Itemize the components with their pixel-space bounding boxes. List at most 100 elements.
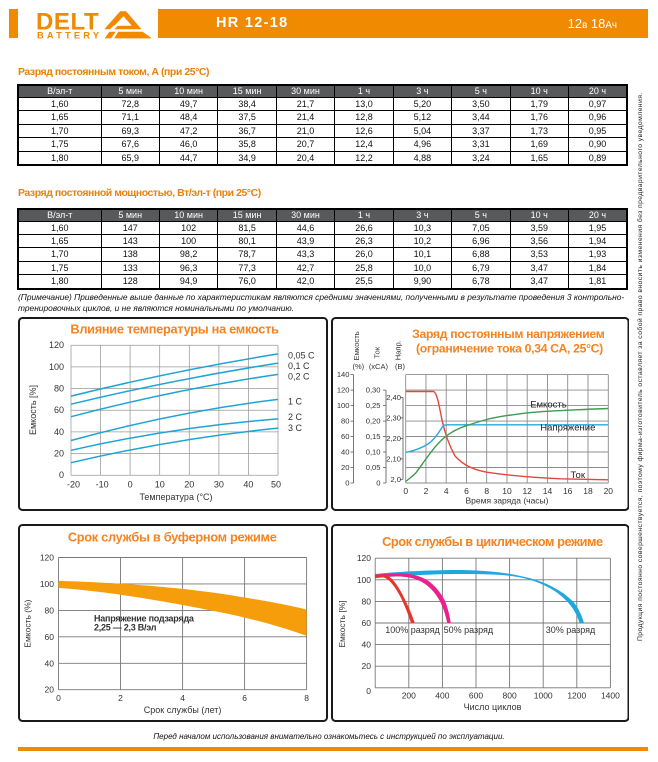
svg-text:40: 40 [54,427,64,437]
svg-text:120: 120 [40,553,54,563]
svg-text:2,0: 2,0 [390,475,401,484]
svg-text:6: 6 [464,486,469,496]
svg-text:Напряжение подзаряда: Напряжение подзаряда [94,613,195,623]
svg-text:100% разряд: 100% разряд [385,625,440,635]
svg-text:18: 18 [583,486,593,496]
svg-text:400: 400 [435,691,449,701]
svg-text:60: 60 [54,405,64,415]
svg-text:-10: -10 [96,480,109,490]
svg-text:Емкость (%): Емкость (%) [23,599,33,647]
svg-text:60: 60 [361,618,371,628]
svg-text:(В): (В) [395,362,406,371]
svg-text:4: 4 [443,486,448,496]
svg-text:0,30: 0,30 [365,386,380,395]
svg-text:2,10: 2,10 [386,455,401,464]
svg-text:140: 140 [336,370,349,379]
svg-text:0: 0 [59,470,64,480]
svg-text:4: 4 [180,693,185,703]
svg-text:2,40: 2,40 [386,393,401,402]
svg-text:60: 60 [341,432,349,441]
svg-text:0,25: 0,25 [365,401,380,410]
svg-text:50: 50 [271,480,281,490]
svg-text:120: 120 [49,340,64,350]
svg-text:800: 800 [502,691,516,701]
svg-text:16: 16 [562,486,572,496]
svg-text:120: 120 [336,386,349,395]
svg-text:0: 0 [56,693,61,703]
svg-text:BATTERY: BATTERY [37,30,102,40]
svg-text:20: 20 [603,486,613,496]
svg-text:0: 0 [345,479,349,488]
svg-text:Температура (°C): Температура (°C) [139,492,212,502]
svg-text:Напр.: Напр. [393,340,402,360]
svg-text:6: 6 [242,693,247,703]
svg-text:Влияние температуры на емкость: Влияние температуры на емкость [70,322,279,337]
svg-text:0: 0 [366,686,371,696]
svg-text:0: 0 [376,479,380,488]
svg-text:80: 80 [45,605,55,615]
svg-text:8: 8 [484,486,489,496]
svg-text:60: 60 [45,632,55,642]
svg-text:Заряд постоянным напряжением: Заряд постоянным напряжением [412,327,605,341]
svg-text:40: 40 [361,640,371,650]
svg-text:Срок службы в циклическом режи: Срок службы в циклическом режиме [382,534,603,549]
svg-text:100: 100 [49,362,64,372]
svg-text:-20: -20 [67,480,80,490]
svg-text:0,15: 0,15 [365,432,380,441]
svg-text:1 C: 1 C [288,396,303,406]
svg-text:1000: 1000 [533,691,552,701]
svg-text:0,05 C: 0,05 C [288,351,315,361]
svg-text:20: 20 [361,661,371,671]
svg-text:3 C: 3 C [288,423,303,433]
svg-text:0,20: 0,20 [365,417,380,426]
svg-text:20: 20 [184,480,194,490]
svg-text:20: 20 [341,463,349,472]
svg-text:100: 100 [40,579,54,589]
svg-text:30% разряд: 30% разряд [545,625,595,635]
svg-text:40: 40 [341,448,349,457]
svg-text:Число циклов: Число циклов [463,702,521,712]
svg-text:12: 12 [522,486,532,496]
svg-text:200: 200 [401,691,415,701]
svg-text:Время заряда (часы): Время заряда (часы) [465,496,548,506]
svg-text:100: 100 [336,401,349,410]
svg-text:Емкость [%]: Емкость [%] [28,385,38,435]
svg-text:2,20: 2,20 [386,434,401,443]
svg-text:(ограничение тока 0,34 СА, 25°: (ограничение тока 0,34 СА, 25°C) [416,342,603,356]
svg-text:Ток: Ток [570,470,585,481]
svg-text:600: 600 [468,691,482,701]
svg-text:0: 0 [403,486,408,496]
svg-text:10: 10 [155,480,165,490]
svg-text:Емкость: Емкость [352,331,361,360]
svg-text:120: 120 [356,553,370,563]
svg-text:Напряжение: Напряжение [540,423,595,434]
svg-text:50% разряд: 50% разряд [443,625,493,635]
svg-text:0,10: 0,10 [365,448,380,457]
svg-text:80: 80 [361,596,371,606]
svg-text:2: 2 [118,693,123,703]
svg-text:40: 40 [243,480,253,490]
svg-text:10: 10 [502,486,512,496]
svg-text:14: 14 [542,486,552,496]
svg-text:2: 2 [423,486,428,496]
svg-text:Емкость: Емкость [530,400,567,411]
svg-text:(%): (%) [352,362,364,371]
svg-text:Емкость [%]: Емкость [%] [337,600,347,647]
svg-text:Срок службы (лет): Срок службы (лет) [144,705,222,715]
svg-text:30: 30 [214,480,224,490]
svg-text:20: 20 [45,685,55,695]
svg-text:2,30: 2,30 [386,414,401,423]
svg-text:100: 100 [356,575,370,585]
svg-text:Ток: Ток [372,346,381,358]
svg-text:2 C: 2 C [288,412,303,422]
svg-text:(xCA): (xCA) [368,362,388,371]
svg-text:0: 0 [128,480,133,490]
svg-text:1400: 1400 [600,691,619,701]
svg-text:80: 80 [54,384,64,394]
svg-text:40: 40 [45,658,55,668]
svg-text:2,25 — 2,3 В/эл: 2,25 — 2,3 В/эл [94,623,157,633]
svg-text:80: 80 [341,417,349,426]
svg-text:0,1 C: 0,1 C [288,361,310,371]
svg-text:1200: 1200 [567,691,586,701]
svg-text:0,05: 0,05 [365,463,380,472]
